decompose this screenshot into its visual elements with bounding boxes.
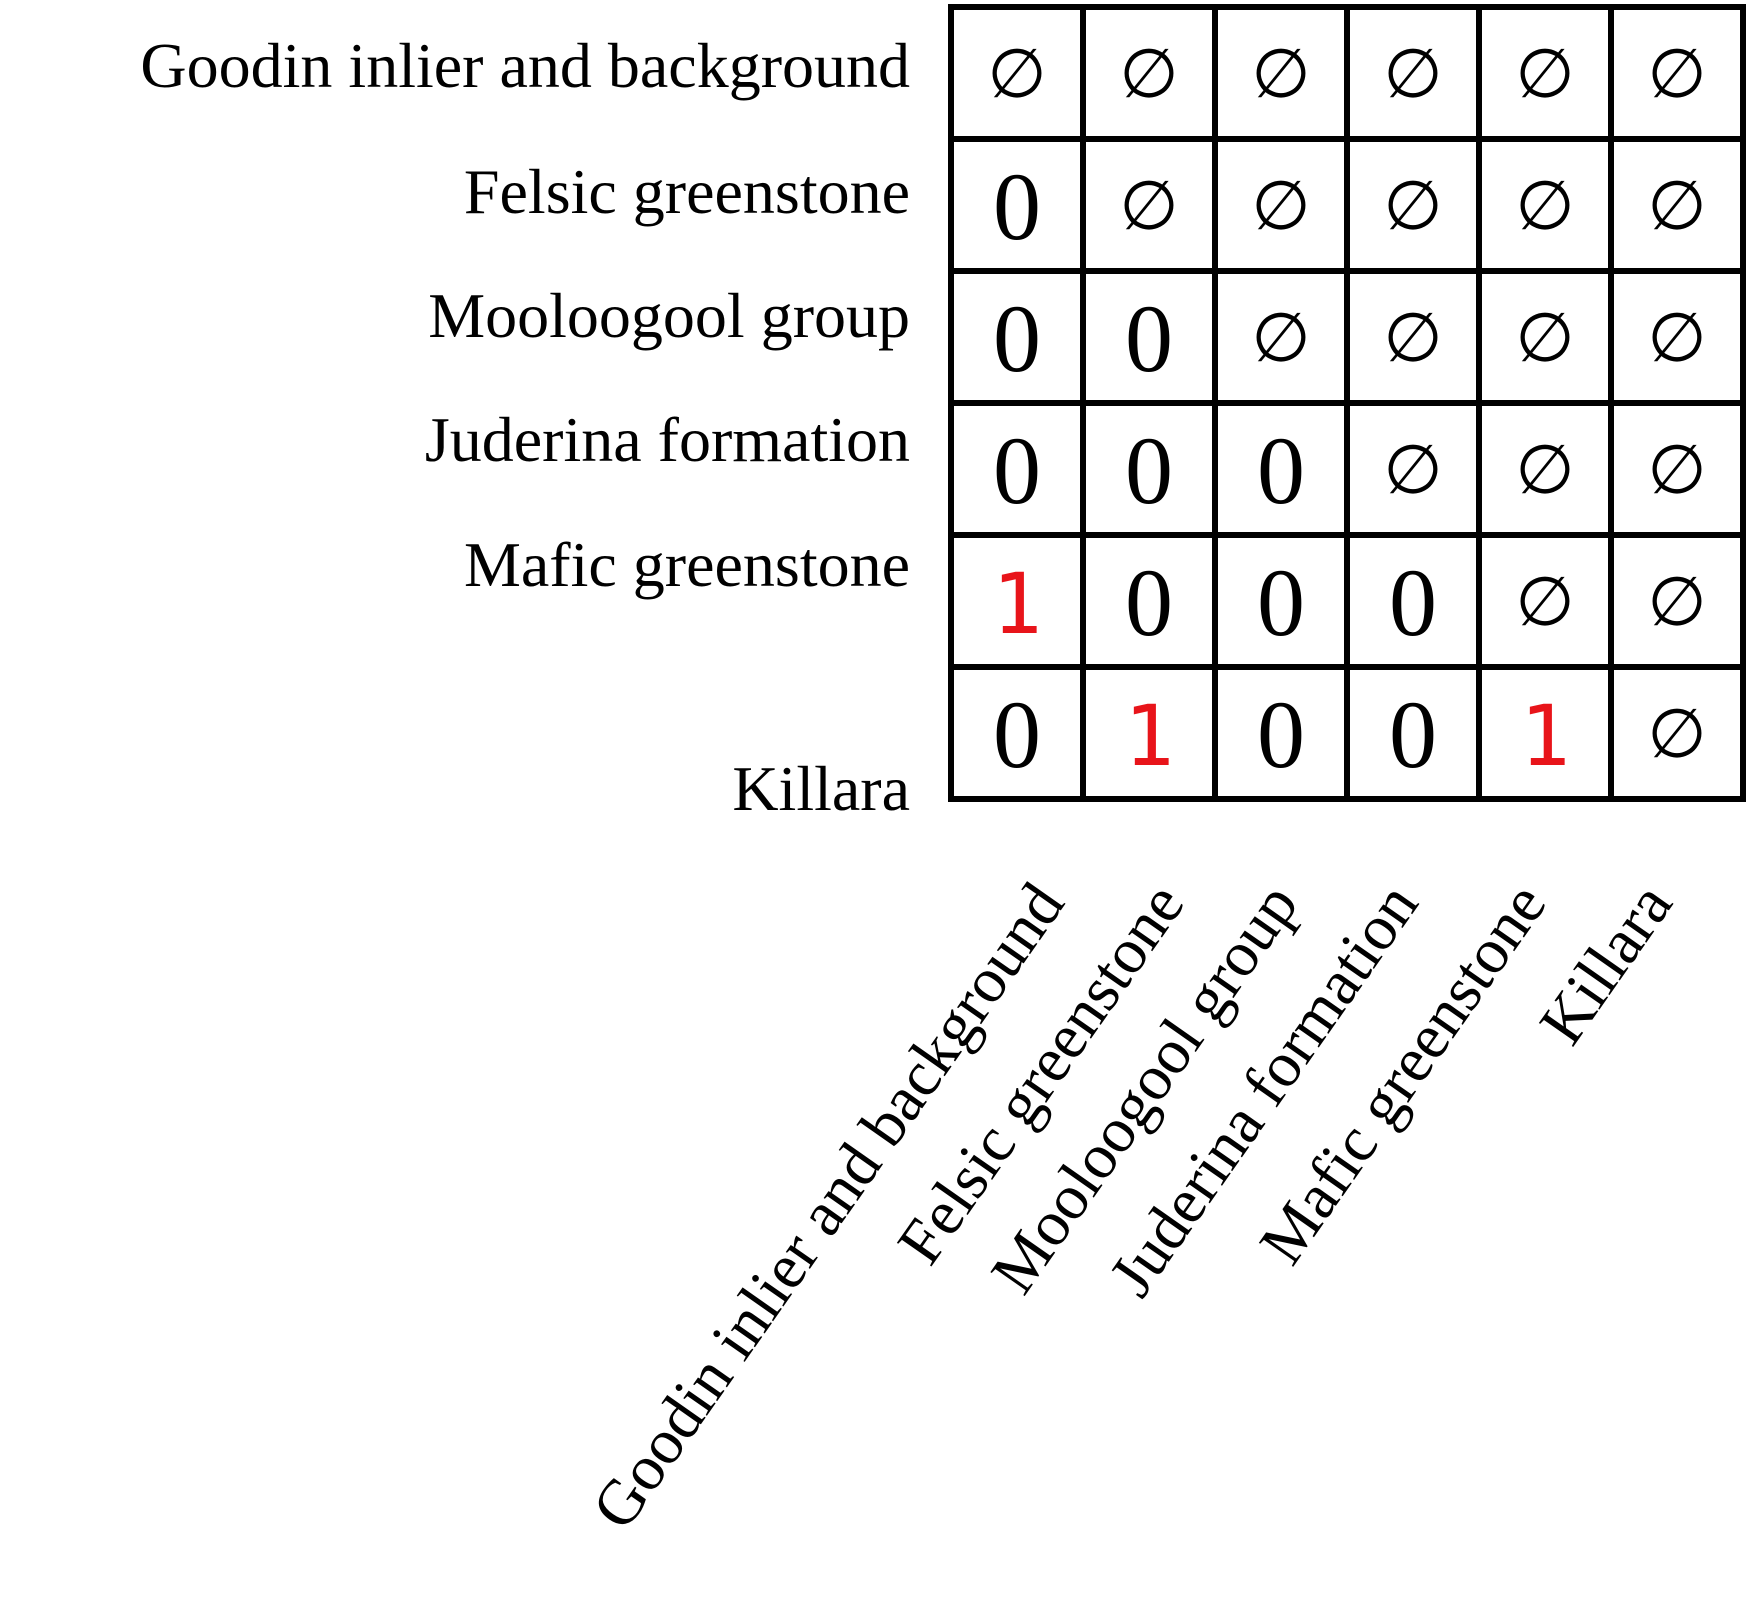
empty-set-cell: ∅ <box>1251 299 1310 378</box>
one-cell: 1 <box>992 555 1043 653</box>
empty-set-cell: ∅ <box>1647 35 1706 114</box>
empty-set-cell: ∅ <box>1251 35 1310 114</box>
row-label: Mafic greenstone <box>464 529 910 600</box>
zero-cell: 0 <box>1389 681 1437 788</box>
empty-set-cell: ∅ <box>1515 35 1574 114</box>
empty-set-cell: ∅ <box>1251 167 1310 246</box>
zero-cell: 0 <box>1125 549 1173 656</box>
zero-cell: 0 <box>1257 549 1305 656</box>
row-label: Goodin inlier and background <box>140 30 910 101</box>
empty-set-cell: ∅ <box>1119 167 1178 246</box>
empty-set-cell: ∅ <box>1647 563 1706 642</box>
empty-set-cell: ∅ <box>1515 563 1574 642</box>
zero-cell: 0 <box>993 681 1041 788</box>
zero-cell: 0 <box>1389 549 1437 656</box>
empty-set-cell: ∅ <box>987 35 1046 114</box>
row-label: Mooloogool group <box>428 280 910 351</box>
empty-set-cell: ∅ <box>1647 167 1706 246</box>
column-label: Killara <box>1525 870 1685 1056</box>
empty-set-cell: ∅ <box>1515 431 1574 510</box>
empty-set-cell: ∅ <box>1647 431 1706 510</box>
zero-cell: 0 <box>1257 417 1305 524</box>
row-labels: Goodin inlier and background Felsic green… <box>140 30 910 824</box>
one-cell: 1 <box>1520 687 1571 785</box>
row-label: Felsic greenstone <box>464 156 910 227</box>
empty-set-cell: ∅ <box>1119 35 1178 114</box>
matrix-grid <box>948 4 1746 802</box>
one-cell: 1 <box>1124 687 1175 785</box>
empty-set-cell: ∅ <box>1383 35 1442 114</box>
row-label: Juderina formation <box>425 404 910 475</box>
empty-set-cell: ∅ <box>1383 431 1442 510</box>
empty-set-cell: ∅ <box>1515 167 1574 246</box>
column-label: Goodin inlier and background <box>578 870 1078 1541</box>
empty-set-cell: ∅ <box>1647 299 1706 378</box>
empty-set-cell: ∅ <box>1383 167 1442 246</box>
zero-cell: 0 <box>1257 681 1305 788</box>
empty-set-cell: ∅ <box>1647 695 1706 774</box>
row-label: Killara <box>732 753 910 824</box>
empty-set-cell: ∅ <box>1383 299 1442 378</box>
zero-cell: 0 <box>993 153 1041 260</box>
zero-cell: 0 <box>1125 285 1173 392</box>
zero-cell: 0 <box>993 417 1041 524</box>
empty-set-cell: ∅ <box>1515 299 1574 378</box>
matrix-cells: ∅ ∅ ∅ ∅ ∅ ∅0 ∅ ∅ ∅ ∅ ∅0 0 ∅ ∅ ∅ ∅0 0 0 ∅ ∅ ∅1 0 0 0 ∅ ∅0 1 0 0 1 ∅ <box>987 35 1706 788</box>
zero-cell: 0 <box>1125 417 1173 524</box>
zero-cell: 0 <box>993 285 1041 392</box>
